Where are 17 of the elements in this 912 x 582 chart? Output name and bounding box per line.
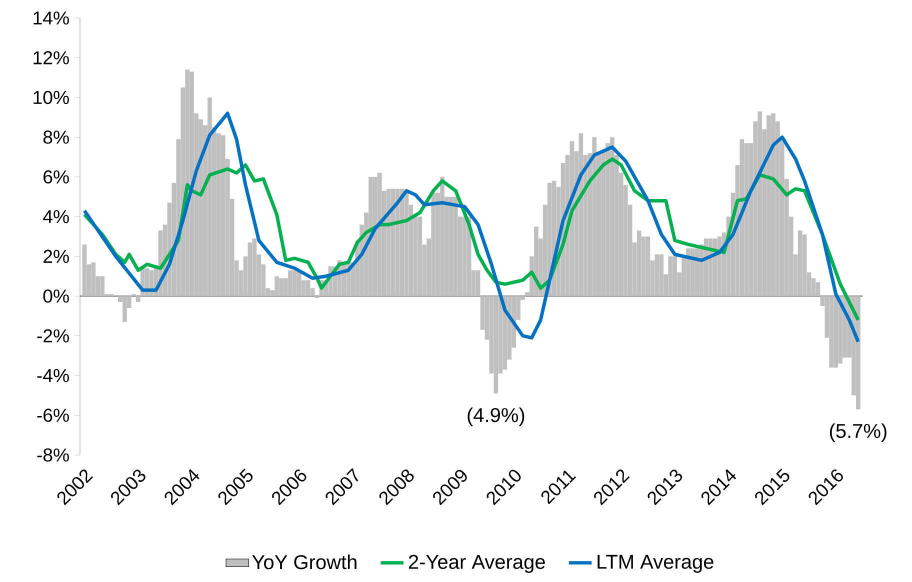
legend-label: YoY Growth (252, 554, 356, 570)
annotation: (4.9%) (468, 407, 524, 426)
y-tick-label: -8% (37, 448, 69, 462)
y-tick-label: 14% (34, 11, 69, 25)
y-tick-label: 4% (43, 210, 69, 224)
y-tick-label: 8% (43, 130, 69, 144)
y-tick-label: -2% (37, 329, 69, 342)
y-tick-label: 0% (43, 289, 69, 303)
y-tick-label: -6% (37, 408, 69, 422)
y-tick-label: 10% (34, 90, 69, 104)
legend-label: LTM Average (598, 554, 714, 573)
y-tick-label: 6% (44, 170, 69, 184)
annotation: (5.7%) (830, 423, 886, 442)
y-tick-label: 2% (44, 250, 69, 263)
y-tick-label: 12% (34, 51, 69, 64)
legend-label: 2-Year Average (408, 554, 545, 573)
y-tick-label: -4% (37, 369, 69, 382)
